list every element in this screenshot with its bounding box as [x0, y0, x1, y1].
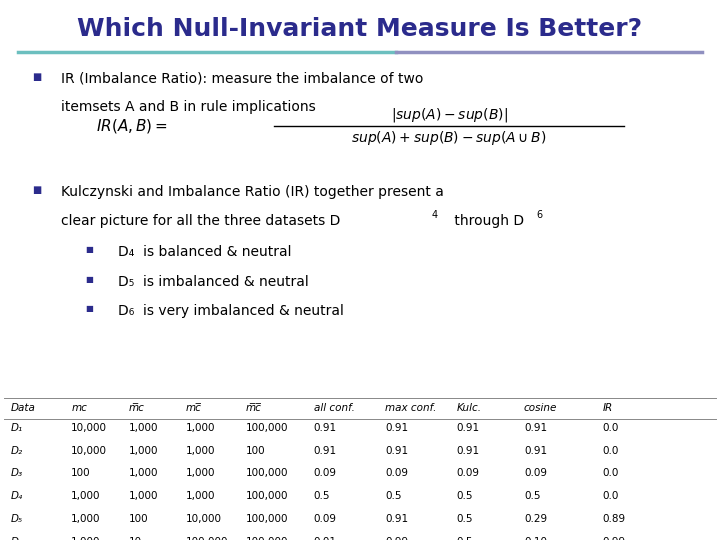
Text: IR (Imbalance Ratio): measure the imbalance of two: IR (Imbalance Ratio): measure the imbala…	[60, 72, 423, 86]
Text: itemsets A and B in rule implications: itemsets A and B in rule implications	[60, 100, 315, 114]
Text: D₄: D₄	[11, 491, 23, 501]
Text: 1,000: 1,000	[128, 446, 158, 456]
Text: ■: ■	[32, 186, 41, 195]
Text: ■: ■	[86, 274, 94, 284]
Text: 100: 100	[128, 514, 148, 524]
Text: 100,000: 100,000	[246, 537, 289, 540]
Text: through D: through D	[450, 214, 524, 228]
Text: ■: ■	[86, 304, 94, 313]
Text: 10,000: 10,000	[185, 514, 221, 524]
Text: 0.91: 0.91	[524, 423, 547, 433]
Text: D₆: D₆	[11, 537, 23, 540]
Text: 0.10: 0.10	[524, 537, 547, 540]
Text: mc: mc	[71, 403, 87, 413]
Text: 0.5: 0.5	[314, 491, 330, 501]
Text: IR: IR	[603, 403, 613, 413]
Text: D₄  is balanced & neutral: D₄ is balanced & neutral	[117, 245, 291, 259]
Text: $|sup(A) - sup(B)|$: $|sup(A) - sup(B)|$	[391, 106, 508, 124]
Text: 100,000: 100,000	[246, 514, 289, 524]
Text: 0.91: 0.91	[385, 423, 408, 433]
Text: 1,000: 1,000	[128, 468, 158, 478]
Text: 0.5: 0.5	[456, 514, 473, 524]
Text: 1,000: 1,000	[128, 423, 158, 433]
Text: 0.09: 0.09	[314, 514, 337, 524]
Text: D₅  is imbalanced & neutral: D₅ is imbalanced & neutral	[117, 274, 308, 288]
Text: 100: 100	[246, 446, 266, 456]
Text: 0.91: 0.91	[314, 446, 337, 456]
Text: 0.5: 0.5	[385, 491, 402, 501]
Text: 0.09: 0.09	[456, 468, 480, 478]
Text: 100: 100	[71, 468, 91, 478]
Text: 100,000: 100,000	[246, 491, 289, 501]
Text: 0.91: 0.91	[314, 423, 337, 433]
Text: 4: 4	[432, 210, 438, 220]
Text: 0.91: 0.91	[385, 514, 408, 524]
Text: 0.91: 0.91	[385, 446, 408, 456]
Text: m̅c: m̅c	[128, 403, 144, 413]
Text: 100,000: 100,000	[185, 537, 228, 540]
Text: 0.0: 0.0	[603, 468, 618, 478]
Text: all conf.: all conf.	[314, 403, 354, 413]
Text: mc̅: mc̅	[185, 403, 201, 413]
Text: 0.91: 0.91	[456, 446, 480, 456]
Text: max conf.: max conf.	[385, 403, 436, 413]
Text: Kulc.: Kulc.	[456, 403, 481, 413]
Text: ■: ■	[32, 72, 41, 82]
Text: ■: ■	[86, 245, 94, 254]
Text: 1,000: 1,000	[71, 514, 101, 524]
Text: D₅: D₅	[11, 514, 23, 524]
Text: 0.5: 0.5	[456, 537, 473, 540]
Text: D₁: D₁	[11, 423, 23, 433]
Text: D₃: D₃	[11, 468, 23, 478]
Text: 0.29: 0.29	[524, 514, 547, 524]
Text: 0.0: 0.0	[603, 491, 618, 501]
Text: m̅c̅: m̅c̅	[246, 403, 262, 413]
Text: 1,000: 1,000	[71, 537, 101, 540]
Text: Kulczynski and Imbalance Ratio (IR) together present a: Kulczynski and Imbalance Ratio (IR) toge…	[60, 186, 444, 199]
Text: $IR(A, B) =$: $IR(A, B) =$	[96, 117, 168, 135]
Text: 0.89: 0.89	[603, 514, 626, 524]
Text: 0.09: 0.09	[314, 468, 337, 478]
Text: 1,000: 1,000	[185, 491, 215, 501]
Text: D₆  is very imbalanced & neutral: D₆ is very imbalanced & neutral	[117, 304, 343, 318]
Text: 0.99: 0.99	[385, 537, 408, 540]
Text: 0.01: 0.01	[314, 537, 337, 540]
Text: 1,000: 1,000	[185, 446, 215, 456]
Text: 0.99: 0.99	[603, 537, 626, 540]
Text: 0.5: 0.5	[524, 491, 541, 501]
Text: 10,000: 10,000	[71, 446, 107, 456]
Text: 100,000: 100,000	[246, 423, 289, 433]
Text: 1,000: 1,000	[185, 423, 215, 433]
Text: 6: 6	[537, 210, 543, 220]
Text: 0.91: 0.91	[456, 423, 480, 433]
Text: 0.09: 0.09	[385, 468, 408, 478]
Text: 10,000: 10,000	[71, 423, 107, 433]
Text: Which Null-Invariant Measure Is Better?: Which Null-Invariant Measure Is Better?	[78, 17, 642, 42]
Text: D₂: D₂	[11, 446, 23, 456]
Text: 0.91: 0.91	[524, 446, 547, 456]
Text: 1,000: 1,000	[71, 491, 101, 501]
Text: clear picture for all the three datasets D: clear picture for all the three datasets…	[60, 214, 340, 228]
Text: 0.0: 0.0	[603, 423, 618, 433]
Text: 1,000: 1,000	[185, 468, 215, 478]
Text: cosine: cosine	[524, 403, 557, 413]
Text: Data: Data	[11, 403, 35, 413]
Text: $sup(A) + sup(B) - sup(A \cup B)$: $sup(A) + sup(B) - sup(A \cup B)$	[351, 129, 546, 147]
Text: 1,000: 1,000	[128, 491, 158, 501]
Text: 0.5: 0.5	[456, 491, 473, 501]
Text: 10: 10	[128, 537, 141, 540]
Text: 0.09: 0.09	[524, 468, 547, 478]
Text: 0.0: 0.0	[603, 446, 618, 456]
Text: 100,000: 100,000	[246, 468, 289, 478]
